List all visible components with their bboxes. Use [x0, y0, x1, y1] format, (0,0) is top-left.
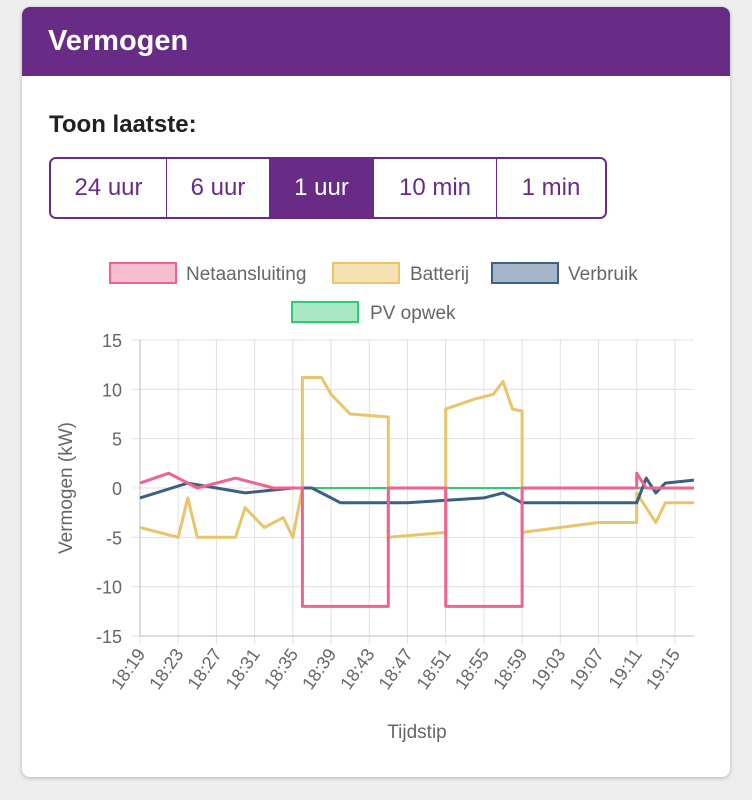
- legend-swatch-3: [291, 301, 359, 323]
- x-tick-label-4: 18:35: [260, 645, 302, 693]
- range-button-1-min[interactable]: 1 min: [497, 159, 605, 217]
- card-header: Vermogen: [22, 7, 730, 76]
- x-tick-label-1: 18:23: [145, 645, 187, 693]
- x-tick-label-7: 18:47: [375, 645, 417, 693]
- y-tick-label-6: -15: [96, 627, 122, 647]
- x-tick-label-2: 18:27: [183, 645, 225, 693]
- legend-swatch-2: [491, 262, 559, 284]
- x-axis-title: Tijdstip: [387, 722, 446, 743]
- range-button-1-uur[interactable]: 1 uur: [270, 159, 374, 217]
- y-tick-label-1: 10: [102, 380, 122, 400]
- x-tick-label-8: 18:51: [413, 645, 455, 693]
- x-tick-label-12: 19:07: [566, 645, 608, 693]
- legend-label-1: Batterij: [410, 264, 469, 285]
- series-line-netaansluiting: [139, 471, 694, 608]
- x-tick-label-13: 19:11: [605, 645, 646, 692]
- x-tick-label-5: 18:39: [298, 645, 340, 693]
- x-tick-label-10: 18:59: [489, 645, 531, 693]
- x-tick-label-11: 19:03: [527, 645, 569, 693]
- y-tick-label-4: -5: [106, 528, 122, 548]
- x-tick-label-0: 18:19: [107, 645, 149, 693]
- y-tick-label-5: -10: [96, 578, 122, 598]
- range-button-10-min[interactable]: 10 min: [374, 159, 497, 217]
- range-button-group: 24 uur 6 uur 1 uur 10 min 1 min: [49, 157, 607, 219]
- range-button-6-uur[interactable]: 6 uur: [167, 159, 270, 217]
- range-button-24-uur[interactable]: 24 uur: [51, 159, 167, 217]
- y-tick-label-0: 15: [102, 331, 122, 351]
- legend-swatch-0: [109, 262, 177, 284]
- x-tick-label-9: 18:55: [451, 645, 493, 693]
- y-tick-label-3: 0: [112, 479, 122, 499]
- legend-label-2: Verbruik: [568, 264, 638, 285]
- x-tick-label-14: 19:15: [642, 645, 684, 693]
- legend-swatch-1: [332, 262, 400, 284]
- y-tick-label-2: 5: [112, 430, 122, 450]
- x-tick-label-6: 18:43: [336, 645, 378, 693]
- y-axis-title: Vermogen (kW): [56, 422, 77, 554]
- x-tick-label-3: 18:31: [222, 645, 264, 693]
- series-line-batterij: [139, 376, 694, 539]
- legend-label-3: PV opwek: [370, 303, 456, 324]
- range-label: Toon laatste:: [49, 111, 197, 138]
- legend-label-0: Netaansluiting: [186, 264, 306, 285]
